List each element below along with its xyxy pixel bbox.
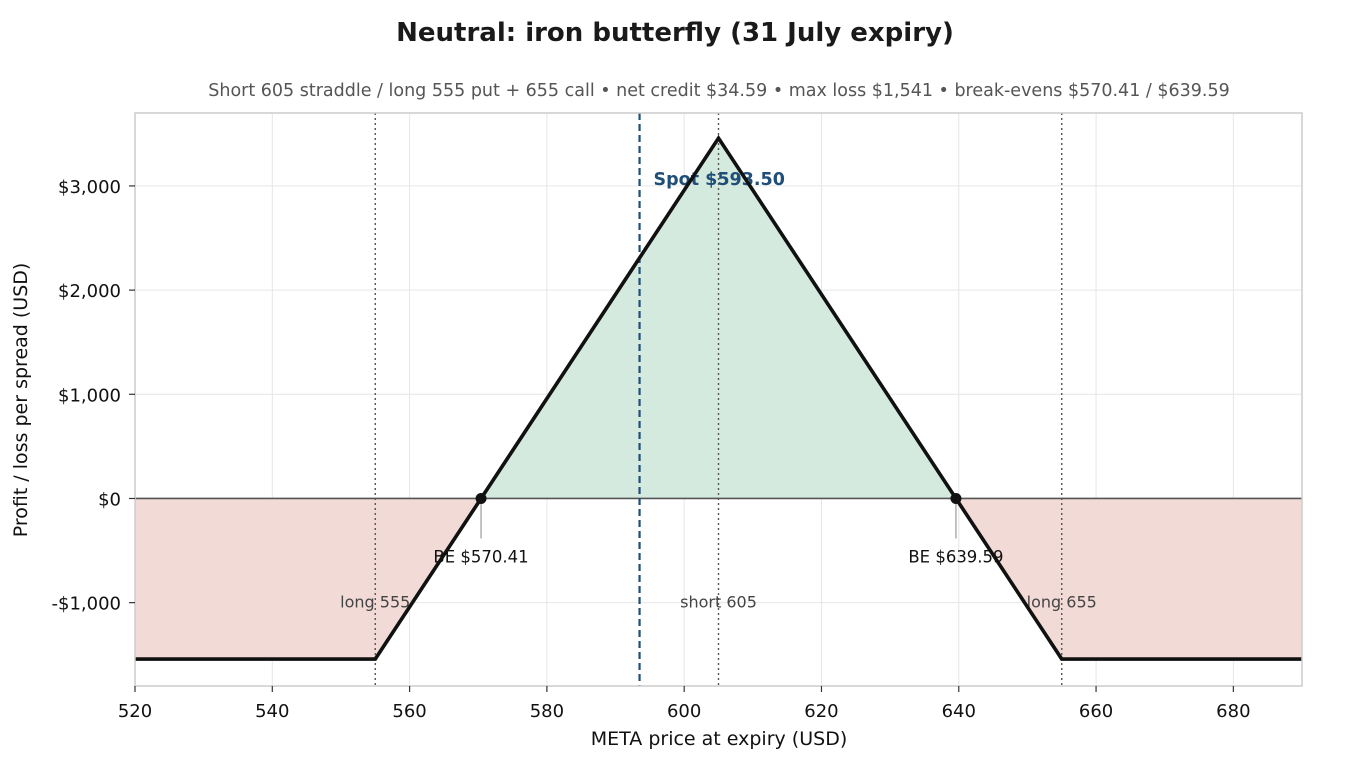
strike-label: short 605 (680, 593, 757, 612)
break-even-markers: BE $570.41 BE $639.59 (433, 492, 1004, 566)
y-tick-label: -$1,000 (52, 594, 121, 615)
break-even-label: BE $639.59 (908, 547, 1003, 566)
y-tick-label: $3,000 (58, 177, 121, 198)
x-tick-label: 660 (1079, 701, 1113, 722)
y-tick-label: $1,000 (58, 385, 121, 406)
spot-label: Spot $593.50 (654, 170, 785, 190)
strike-markers: long 555 short 605 long 655 (340, 113, 1097, 686)
x-axis-ticks: 520 540 560 580 600 620 640 660 680 (118, 686, 1251, 722)
chart-title: Neutral: iron butterfly (31 July expiry) (396, 18, 954, 48)
x-tick-label: 560 (392, 701, 426, 722)
chart-subtitle: Short 605 straddle / long 555 put + 655 … (208, 81, 1229, 101)
break-even-label: BE $570.41 (433, 547, 528, 566)
x-tick-label: 520 (118, 701, 152, 722)
loss-area-right (955, 498, 1302, 660)
y-axis-ticks: -$1,000 $0 $1,000 $2,000 $3,000 (52, 177, 135, 615)
break-even-point (950, 492, 962, 504)
plot-frame (134, 112, 1303, 687)
x-tick-label: 600 (667, 701, 701, 722)
payoff-series (135, 134, 1302, 661)
y-axis-label: Profit / loss per spread (USD) (10, 263, 32, 538)
x-tick-label: 540 (255, 701, 289, 722)
x-axis-label: META price at expiry (USD) (591, 728, 847, 750)
x-tick-label: 580 (530, 701, 564, 722)
payoff-line (135, 134, 1302, 661)
strike-label: long 655 (1027, 593, 1097, 612)
loss-area-left (135, 498, 482, 660)
y-tick-label: $2,000 (58, 281, 121, 302)
x-tick-label: 620 (804, 701, 838, 722)
x-tick-label: 680 (1216, 701, 1250, 722)
break-even-point (475, 492, 487, 504)
x-tick-label: 640 (942, 701, 976, 722)
strike-label: long 555 (340, 593, 410, 612)
y-tick-label: $0 (98, 489, 121, 510)
